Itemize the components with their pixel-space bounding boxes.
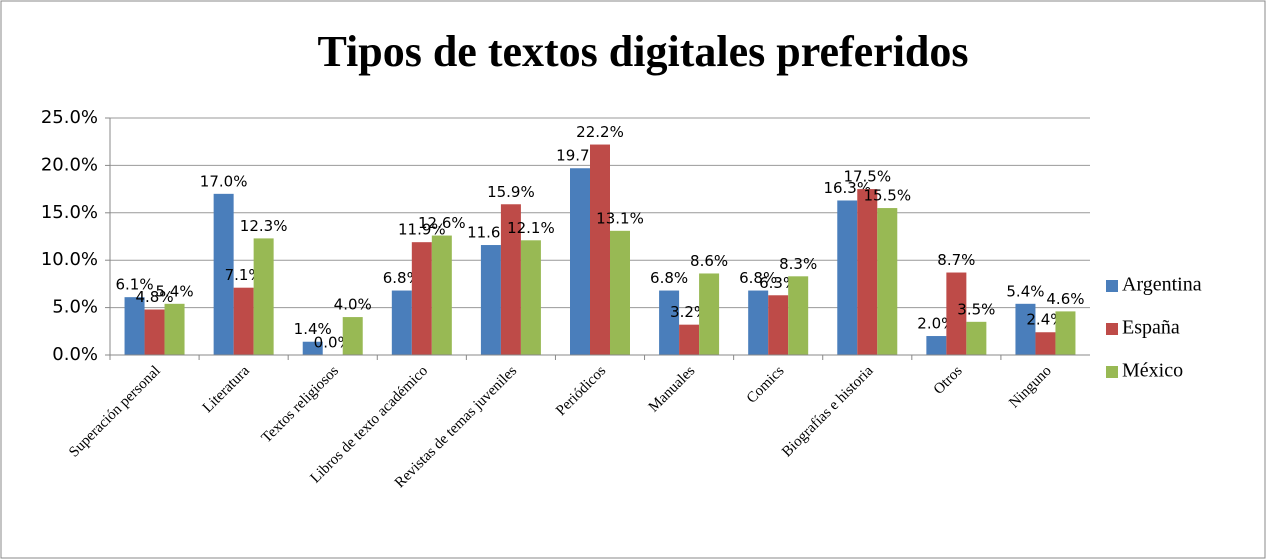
- data-label: 12.1%: [507, 219, 555, 237]
- bar: [590, 144, 610, 355]
- y-tick-label: 25.0%: [41, 107, 98, 128]
- data-label: 11.9%: [398, 221, 446, 239]
- legend-swatch: [1106, 366, 1118, 378]
- legend-label: México: [1122, 360, 1183, 382]
- bar: [748, 290, 769, 355]
- data-label: 2.0%: [917, 315, 955, 333]
- y-tick-label: 10.0%: [41, 249, 98, 270]
- data-label: 3.5%: [957, 300, 995, 318]
- data-label: 22.2%: [576, 123, 624, 141]
- data-label: 6.8%: [650, 269, 688, 287]
- data-label: 7.1%: [225, 266, 263, 284]
- data-label: 17.0%: [200, 172, 248, 190]
- bar: [1035, 332, 1056, 355]
- bar: [788, 276, 809, 355]
- bar: [857, 189, 878, 355]
- data-label: 12.3%: [240, 217, 288, 235]
- bar: [610, 230, 630, 355]
- bar: [391, 290, 412, 355]
- data-label: 12.6%: [418, 214, 466, 232]
- bar: [1055, 311, 1076, 355]
- bar: [659, 290, 680, 355]
- legend-swatch: [1106, 280, 1118, 292]
- data-label: 8.3%: [779, 255, 817, 273]
- bar: [233, 287, 254, 355]
- data-label: 0.0%: [314, 334, 352, 352]
- data-label: 2.4%: [1026, 311, 1064, 329]
- data-label: 15.9%: [487, 183, 535, 201]
- bar: [253, 238, 274, 355]
- data-label: 6.8%: [383, 269, 421, 287]
- bar: [1015, 303, 1036, 355]
- bar: [768, 295, 789, 355]
- data-label: 4.6%: [1046, 290, 1084, 308]
- data-label: 8.6%: [690, 252, 728, 270]
- data-label: 13.1%: [596, 209, 644, 227]
- bar: [500, 204, 521, 355]
- bar: [480, 245, 501, 355]
- data-label: 15.5%: [863, 187, 911, 205]
- y-tick-label: 5.0%: [52, 297, 98, 318]
- bar: [837, 200, 858, 355]
- data-label: 3.2%: [670, 303, 708, 321]
- legend-label: Argentina: [1122, 274, 1202, 296]
- bar: [411, 242, 432, 355]
- bar: [342, 317, 363, 355]
- bar: [520, 240, 541, 355]
- data-label: 4.0%: [334, 296, 372, 314]
- bar: [570, 168, 590, 355]
- data-label: 6.3%: [759, 274, 797, 292]
- data-label: 8.7%: [937, 251, 975, 269]
- data-label: 4.8%: [135, 288, 173, 306]
- legend-swatch: [1106, 323, 1118, 335]
- bar: [431, 235, 452, 355]
- data-label: 17.5%: [843, 168, 891, 186]
- data-label: 6.1%: [115, 276, 153, 294]
- bar: [699, 273, 720, 355]
- y-tick-label: 0.0%: [52, 344, 98, 365]
- y-tick-label: 20.0%: [41, 154, 98, 175]
- bar: [946, 272, 967, 355]
- bar: [302, 341, 323, 355]
- data-label: 6.8%: [739, 269, 777, 287]
- bar: [124, 297, 145, 355]
- chart-title: Tipos de textos digitales preferidos: [317, 27, 968, 76]
- bar: [164, 303, 185, 355]
- bar: [966, 321, 987, 355]
- bar: [213, 193, 234, 355]
- data-label: 1.4%: [294, 320, 332, 338]
- legend-label: España: [1122, 317, 1180, 339]
- y-tick-label: 15.0%: [41, 202, 98, 223]
- bar: [144, 309, 165, 355]
- bar: [679, 324, 700, 355]
- data-label: 5.4%: [155, 282, 193, 300]
- bar: [877, 208, 898, 355]
- data-label: 5.4%: [1006, 282, 1044, 300]
- bar: [926, 336, 947, 355]
